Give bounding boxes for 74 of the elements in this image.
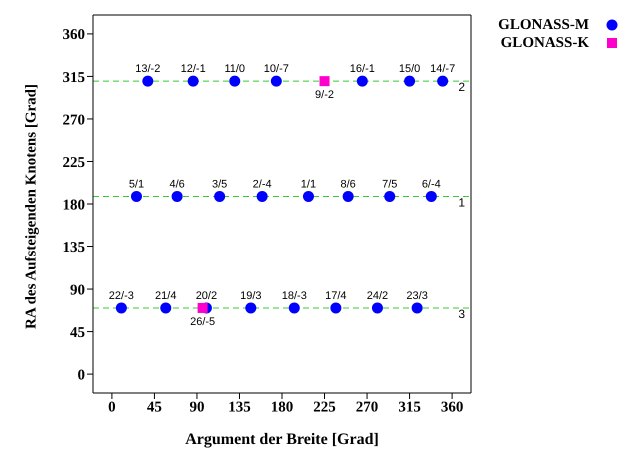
annotation: 4/6 [169,178,185,190]
annotation: 17/4 [325,290,347,302]
x-tick-label: 270 [356,400,378,416]
y-tick-label: 135 [62,240,85,256]
point [172,190,183,202]
y-tick-label: 0 [78,367,85,384]
annotation: 3/5 [212,178,228,190]
point [404,76,416,87]
y-tick-label: 45 [70,324,85,341]
annotation: 12/-1 [180,63,206,76]
point [356,76,368,87]
point [116,302,127,314]
legend-label: GLONASS-K [500,34,589,52]
annotation: 1 [458,195,466,210]
annotation: 15/0 [398,63,420,76]
point [330,302,342,314]
annotation: 7/5 [382,178,398,190]
annotation: 2/-4 [252,178,272,190]
x-tick-label: 90 [189,400,204,416]
point [229,76,240,87]
y-tick-label: 360 [62,27,85,44]
point [142,76,154,87]
annotation: 1/1 [300,178,316,190]
point [342,190,354,202]
annotation: 21/4 [155,290,176,302]
annotation: 9/-2 [315,88,334,101]
annotation: 23/3 [406,290,428,302]
x-tick-label: 180 [270,400,294,416]
x-axis-title: Argument der Breite [Grad] [185,431,379,448]
annotation: 6/-4 [422,178,441,190]
x-tick-label: 0 [108,400,116,416]
annotation: 3 [458,306,466,321]
point [130,190,142,202]
x-tick-label: 135 [228,400,251,416]
annotation: 26/-5 [190,316,216,328]
point [270,76,282,87]
point [412,302,423,314]
point [426,190,437,202]
point [198,302,208,313]
point [437,76,448,87]
annotation: 18/-3 [282,290,307,302]
point [245,302,256,314]
point [214,190,226,202]
x-tick-label: 45 [146,400,162,416]
point [384,190,396,202]
point [160,302,172,314]
point [372,302,383,314]
annotation: 24/2 [366,290,388,302]
annotation: 11/0 [224,63,246,76]
y-tick-label: 270 [62,112,85,128]
y-tick-label: 225 [62,154,85,171]
annotation: 14/-7 [430,63,456,76]
point [256,190,268,202]
point [302,190,314,202]
annotation: 8/6 [340,178,356,190]
annotation: 16/-1 [350,63,375,76]
y-tick-label: 315 [62,70,85,86]
y-tick-label: 90 [70,282,85,298]
annotation: 22/-3 [108,290,134,302]
annotation: 19/3 [240,290,262,302]
annotation: 5/1 [128,178,144,190]
point [188,76,199,87]
x-tick-label: 360 [440,400,464,416]
point [320,76,330,86]
x-tick-label: 225 [313,400,336,416]
x-tick-label: 315 [398,400,421,416]
annotation: 20/2 [196,290,218,302]
legend-label: GLONASS-M [498,16,589,34]
annotation: 13/-2 [135,63,160,76]
y-tick-label: 180 [62,197,85,214]
annotation: 2 [458,80,466,94]
annotation: 10/-7 [264,63,289,76]
point [288,302,300,314]
y-axis-title: RA des Aufsteigenden Knotens [Grad] [23,84,40,329]
